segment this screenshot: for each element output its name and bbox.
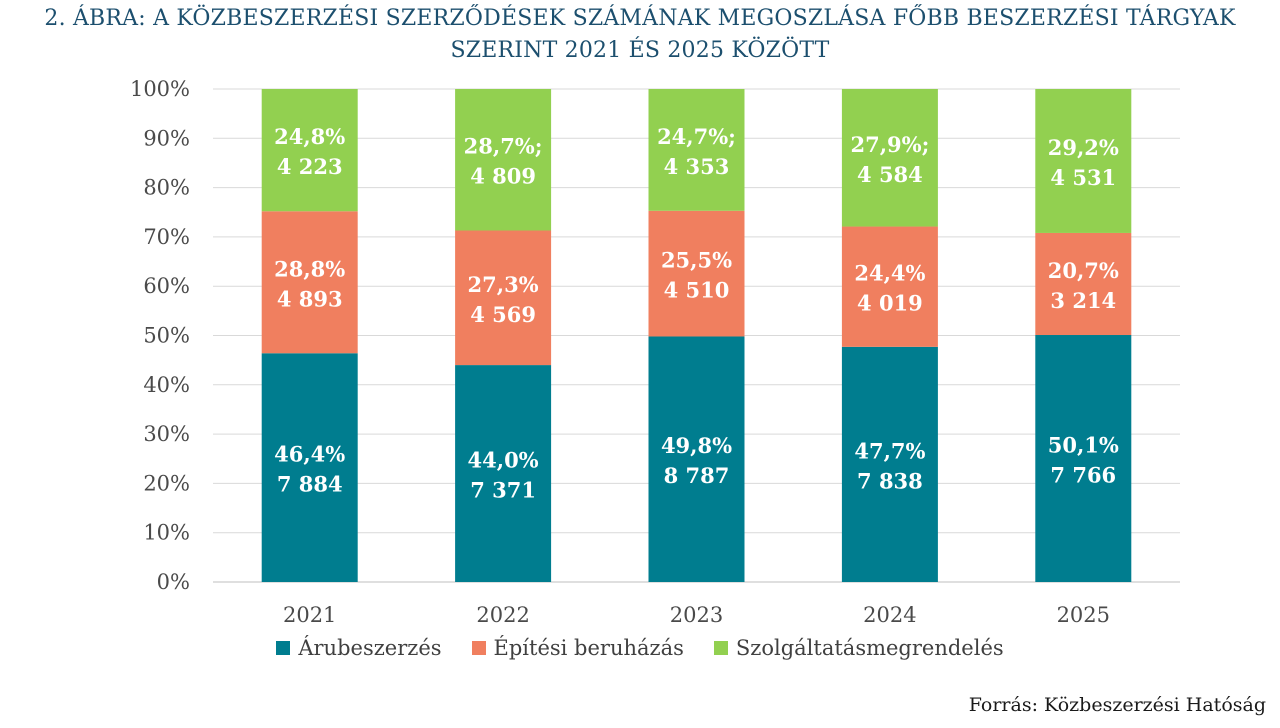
bar-segment	[261, 353, 358, 582]
data-label-percent: 24,7%;	[657, 124, 736, 149]
bar-segment	[455, 365, 552, 582]
data-label-percent: 44,0%	[468, 448, 539, 473]
data-label-percent: 20,7%	[1048, 258, 1119, 283]
bar-segment	[1035, 89, 1132, 233]
y-tick-label: 60%	[143, 274, 190, 298]
data-label-count: 8 787	[664, 463, 730, 488]
y-tick-label: 90%	[143, 126, 190, 150]
y-tick-label: 0%	[157, 570, 190, 594]
legend-swatch	[713, 641, 728, 655]
y-tick-label: 10%	[143, 521, 190, 545]
bar-segment	[1035, 232, 1132, 336]
data-label-percent: 24,4%	[854, 261, 925, 286]
data-label-count: 4 584	[857, 162, 923, 187]
chart-title-line1: 2. ÁBRA: A KÖZBESZERZÉSI SZERZŐDÉSEK SZÁ…	[44, 6, 1236, 31]
bar-segment	[455, 230, 552, 366]
y-tick-label: 40%	[143, 373, 190, 397]
data-label-count: 7 884	[277, 472, 343, 497]
data-label-count: 4 531	[1050, 165, 1116, 190]
data-label-percent: 47,7%	[854, 438, 925, 463]
data-label-count: 4 223	[277, 154, 343, 179]
y-tick-label: 20%	[143, 471, 190, 495]
bar-segment	[841, 89, 938, 227]
bar-segment	[841, 226, 938, 347]
data-label-count: 4 510	[664, 278, 730, 303]
legend-item: Szolgáltatásmegrendelés	[713, 636, 1004, 660]
data-label-percent: 49,8%	[661, 433, 732, 458]
data-label-percent: 28,7%;	[464, 134, 543, 159]
data-label-percent: 24,8%	[274, 124, 345, 149]
data-label-percent: 25,5%	[661, 248, 732, 273]
source-note: Forrás: Közbeszerzési Hatóság	[968, 694, 1266, 716]
y-tick-label: 80%	[143, 176, 190, 200]
data-label-count: 4 809	[470, 164, 536, 189]
bar-segment	[261, 89, 358, 212]
data-label-percent: 46,4%	[274, 442, 345, 467]
legend: Árubeszerzés Építési beruházás Szolgáltatá…	[0, 636, 1280, 660]
bar-segment	[261, 211, 358, 354]
data-label-percent: 27,9%;	[850, 132, 929, 157]
y-tick-label: 50%	[143, 324, 190, 348]
y-tick-label: 30%	[143, 422, 190, 446]
legend-label: Árubeszerzés	[298, 636, 442, 660]
data-label-count: 7 838	[857, 468, 923, 493]
y-tick-label: 100%	[130, 77, 190, 101]
data-label-count: 4 893	[277, 286, 343, 311]
bar-segment	[648, 210, 745, 337]
bar-segment	[841, 346, 938, 582]
x-tick-label: 2022	[476, 603, 529, 627]
x-tick-label: 2021	[283, 603, 336, 627]
x-tick-label: 2023	[670, 603, 723, 627]
x-tick-label: 2025	[1057, 603, 1110, 627]
data-label-percent: 28,8%	[274, 256, 345, 281]
data-label-percent: 50,1%	[1048, 433, 1119, 458]
chart-title-line2: SZERINT 2021 ÉS 2025 KÖZÖTT	[450, 38, 830, 63]
legend-item: Építési beruházás	[471, 636, 684, 660]
legend-swatch	[276, 641, 291, 655]
data-label-count: 7 371	[470, 478, 536, 503]
data-label-count: 4 353	[664, 154, 730, 179]
data-label-count: 4 569	[470, 302, 536, 327]
x-tick-label: 2024	[863, 603, 916, 627]
bar-segment	[1035, 335, 1132, 582]
data-label-count: 7 766	[1050, 463, 1116, 488]
legend-label: Szolgáltatásmegrendelés	[735, 636, 1004, 660]
legend-label: Építési beruházás	[493, 636, 684, 660]
data-label-count: 4 019	[857, 291, 923, 316]
y-tick-label: 70%	[143, 225, 190, 249]
data-label-percent: 27,3%	[468, 272, 539, 297]
bar-segment	[455, 89, 552, 231]
legend-item: Árubeszerzés	[276, 636, 442, 660]
legend-swatch	[471, 641, 486, 655]
bar-segment	[648, 336, 745, 582]
bar-segment	[648, 89, 745, 211]
data-label-percent: 29,2%	[1048, 135, 1119, 160]
data-label-count: 3 214	[1050, 288, 1116, 313]
